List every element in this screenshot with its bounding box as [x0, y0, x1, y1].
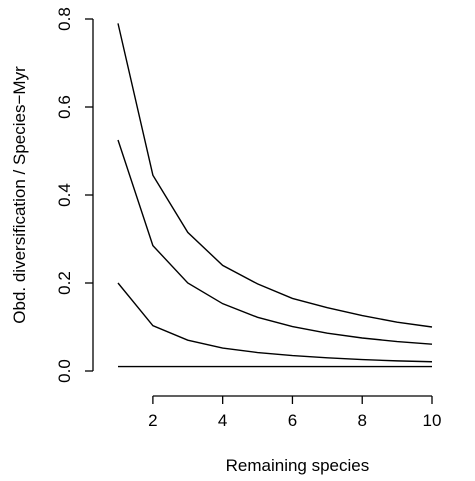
x-tick-label: 6	[288, 411, 297, 430]
y-tick-label: 0.0	[55, 359, 74, 383]
y-tick-label: 0.4	[55, 183, 74, 207]
axes: 2 4 6 8 10 0.0 0.2 0.4 0.6 0.8	[55, 7, 441, 430]
y-tick-label: 0.2	[55, 271, 74, 295]
y-axis-ticks: 0.0 0.2 0.4 0.6 0.8	[55, 7, 93, 383]
y-axis-title: Obd. diversification / Species−Myr	[10, 66, 29, 324]
x-axis-ticks: 2 4 6 8 10	[148, 396, 441, 430]
x-tick-label: 8	[357, 411, 366, 430]
x-tick-label: 2	[148, 411, 157, 430]
series-line-3	[117, 282, 433, 363]
series-lines	[117, 23, 433, 368]
series-line-2	[117, 139, 433, 345]
x-axis-title: Remaining species	[226, 456, 370, 475]
x-tick-label: 4	[218, 411, 227, 430]
series-line-1	[117, 23, 433, 328]
y-tick-label: 0.6	[55, 95, 74, 119]
y-tick-label: 0.8	[55, 7, 74, 31]
x-tick-label: 10	[423, 411, 442, 430]
